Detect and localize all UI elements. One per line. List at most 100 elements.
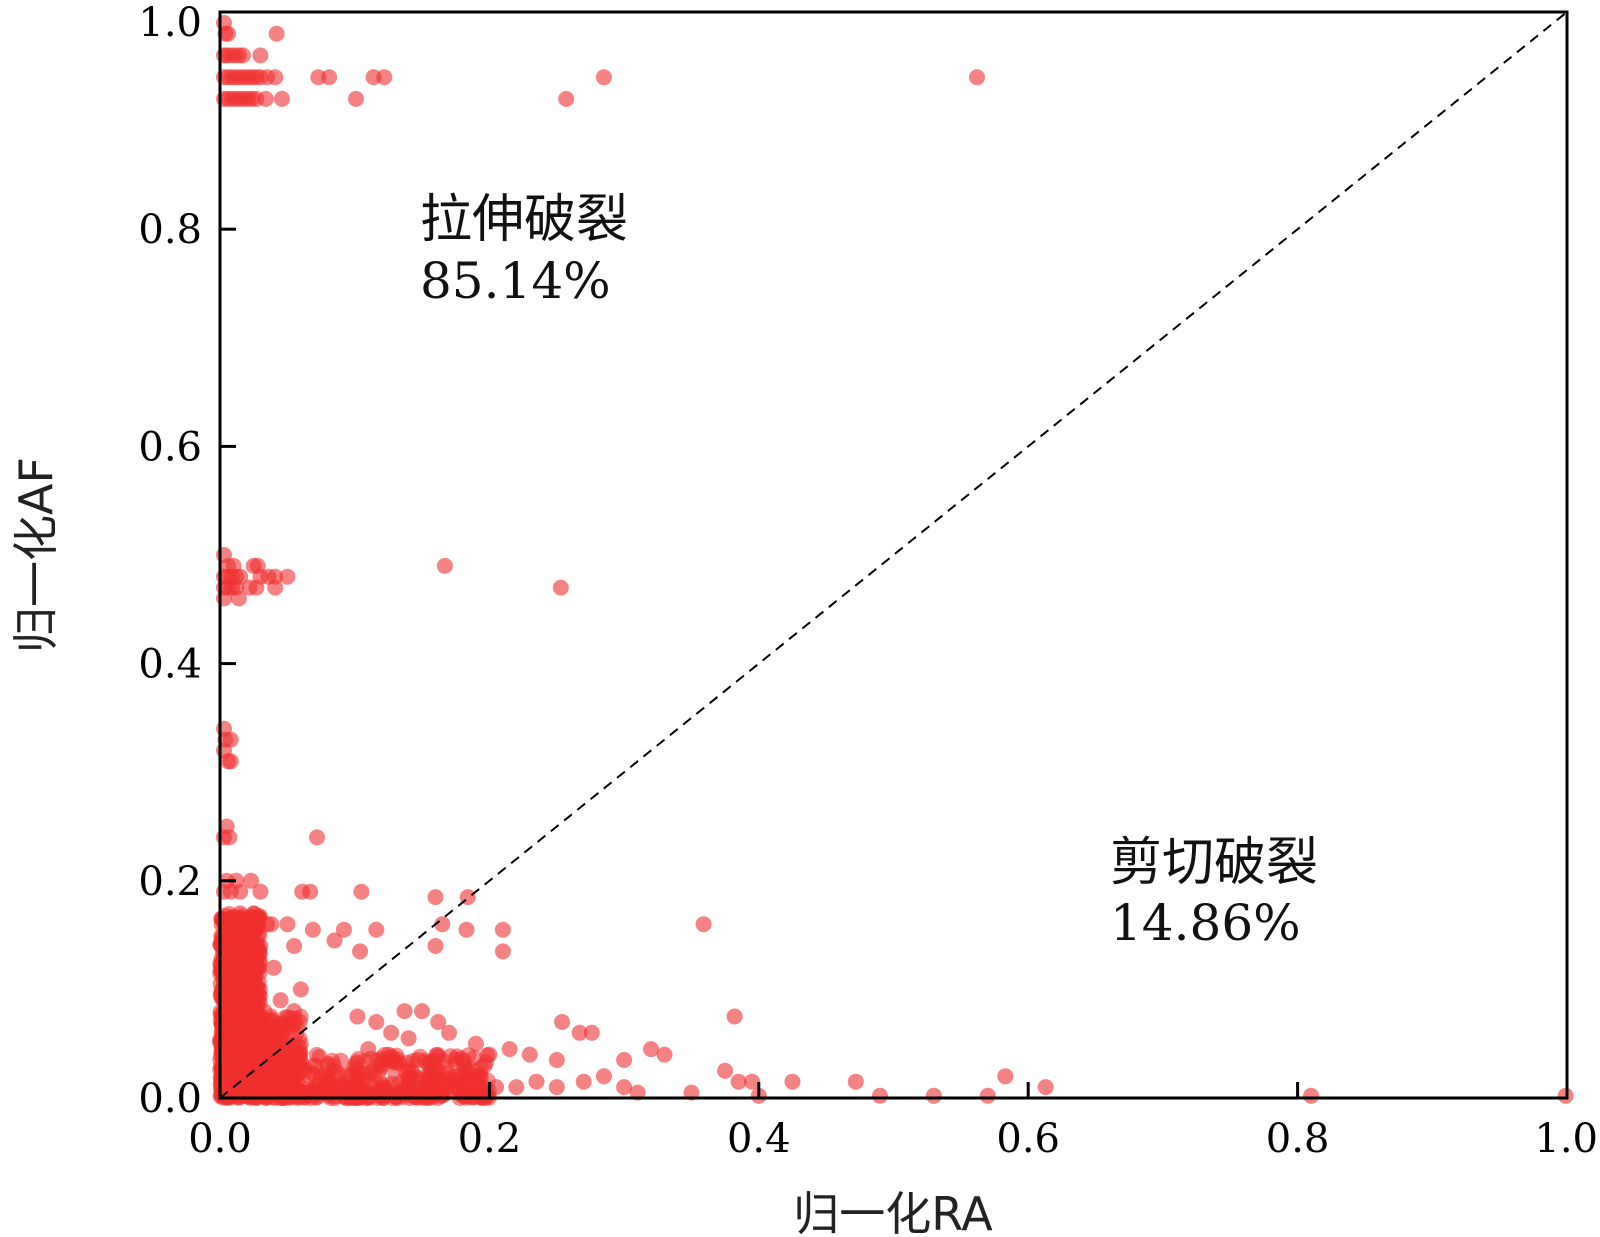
data-point [348, 90, 364, 107]
data-point [521, 1046, 538, 1063]
data-point [872, 1087, 888, 1104]
x-tick-label: 0.6 [996, 1116, 1060, 1162]
cluster-point [307, 1057, 324, 1074]
data-point [979, 1087, 996, 1104]
data-points [212, 14, 1574, 1106]
cluster-point [432, 1088, 449, 1104]
x-axis-label: 归一化RA [793, 1187, 993, 1237]
x-tick-label: 0.0 [188, 1116, 252, 1162]
data-point [427, 938, 444, 954]
axis-ticks: 0.0 0.2 0.4 0.6 0.8 1.0 0.0 0.2 0.4 0.6 0.8 1.0 [138, 0, 1598, 1162]
data-point [458, 921, 475, 938]
cluster-point [249, 1025, 266, 1042]
cluster-point [256, 1059, 272, 1076]
data-point [232, 883, 249, 900]
data-point [222, 753, 239, 770]
cluster-point [271, 1053, 287, 1070]
data-point [380, 1046, 397, 1063]
data-point [286, 1003, 303, 1020]
data-point [717, 1062, 734, 1079]
data-point [243, 872, 259, 889]
data-point [304, 921, 321, 938]
cluster-point [215, 928, 231, 945]
data-point [326, 932, 343, 949]
data-point [230, 590, 247, 607]
data-point [467, 1035, 484, 1052]
y-tick-label: 0.6 [138, 424, 202, 470]
data-point [548, 1052, 565, 1068]
tension-annotation-value: 85.14% [420, 252, 611, 310]
data-point [396, 1003, 413, 1020]
data-point [494, 943, 511, 960]
data-point [274, 90, 290, 107]
cluster-point [455, 1052, 472, 1069]
data-point [286, 938, 303, 954]
cluster-point [226, 1065, 243, 1082]
data-point [726, 1008, 743, 1025]
data-point [508, 1079, 525, 1096]
cluster-point [399, 1054, 416, 1071]
data-point [279, 916, 296, 933]
data-point [501, 1041, 518, 1058]
y-tick-label: 0.4 [138, 642, 202, 688]
y-axis-label: 归一化AF [9, 457, 63, 653]
y-tick-label: 0.8 [138, 207, 202, 253]
data-point [784, 1073, 801, 1090]
cluster-point [333, 1081, 350, 1097]
data-point [595, 69, 612, 86]
data-point [249, 959, 266, 976]
data-point [1303, 1087, 1320, 1104]
data-point [997, 1068, 1014, 1085]
data-point [558, 90, 575, 107]
x-tick-label: 0.2 [458, 1116, 522, 1162]
data-point [481, 1046, 498, 1063]
data-point [252, 47, 269, 64]
data-point [969, 69, 985, 86]
data-point [234, 47, 251, 64]
plot-frame [218, 10, 1569, 1100]
cluster-point [230, 1008, 247, 1025]
data-point [268, 25, 285, 42]
data-point [267, 579, 284, 596]
y-tick-label: 0.0 [138, 1076, 202, 1122]
data-point [309, 829, 325, 846]
data-point [220, 25, 237, 42]
cluster-point [221, 1044, 238, 1061]
data-point [656, 1046, 673, 1063]
data-point [279, 568, 296, 585]
tension-annotation-label: 拉伸破裂 [420, 190, 628, 250]
data-point [368, 1014, 385, 1030]
data-point [695, 916, 712, 933]
cluster-point [281, 1043, 298, 1060]
cluster-point [266, 1027, 283, 1044]
data-point [267, 69, 284, 86]
shear-annotation-value: 14.86% [1110, 894, 1301, 952]
cluster-point [256, 1003, 273, 1020]
data-point [221, 829, 238, 846]
cluster-point [219, 913, 236, 930]
data-point [583, 1024, 600, 1041]
data-point [376, 69, 393, 86]
data-point [407, 1068, 424, 1085]
data-point [571, 1024, 588, 1041]
data-point [554, 1014, 571, 1030]
data-point [383, 1024, 400, 1041]
data-point [216, 590, 232, 607]
data-point [427, 889, 444, 906]
data-point [414, 1003, 430, 1020]
shear-annotation-label: 剪切破裂 [1110, 833, 1318, 893]
y-tick-label: 1.0 [138, 0, 202, 46]
data-point [494, 921, 511, 938]
cluster-point [251, 1075, 268, 1092]
data-point [302, 883, 319, 900]
data-point [245, 905, 262, 922]
data-point [925, 1087, 942, 1104]
data-point [265, 959, 282, 976]
data-point [272, 992, 289, 1009]
data-point [744, 1073, 761, 1090]
cluster-point [289, 1082, 306, 1099]
y-tick-label: 0.2 [138, 859, 202, 905]
data-point [730, 1073, 747, 1090]
data-point [575, 1073, 592, 1090]
cluster-point [241, 1056, 257, 1073]
